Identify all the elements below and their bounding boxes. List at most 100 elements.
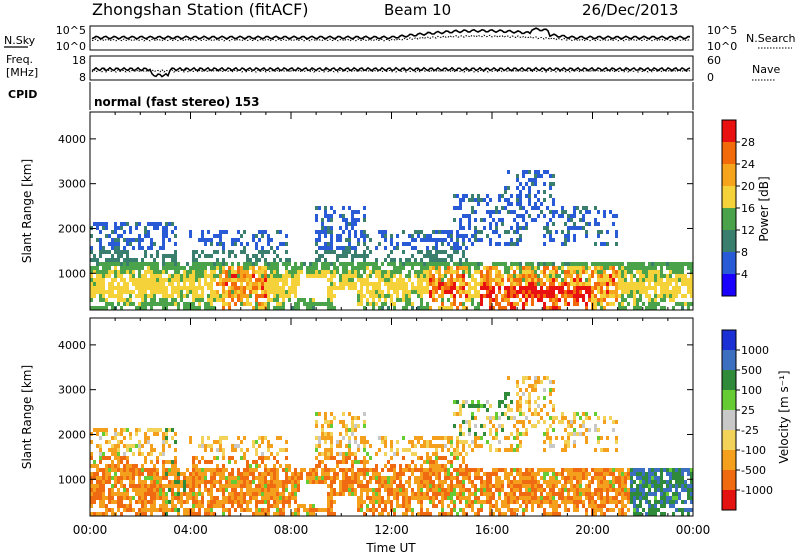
power-cell <box>372 270 375 274</box>
power-cell <box>114 274 117 278</box>
velocity-cell <box>399 504 402 508</box>
velocity-cell <box>198 468 201 472</box>
velocity-cell <box>165 436 168 440</box>
velocity-cell <box>489 492 492 496</box>
power-cell <box>654 298 657 302</box>
power-cell <box>564 262 567 266</box>
velocity-cell <box>627 492 630 496</box>
velocity-cell <box>240 440 243 444</box>
power-cell <box>231 282 234 286</box>
power-cell <box>243 278 246 282</box>
power-cell <box>351 246 354 250</box>
velocity-cell <box>570 476 573 480</box>
power-cell <box>432 262 435 266</box>
power-cell <box>159 270 162 274</box>
velocity-cell <box>165 484 168 488</box>
velocity-cell <box>342 476 345 480</box>
velocity-cell <box>594 504 597 508</box>
velocity-cell <box>456 472 459 476</box>
velocity-cell <box>186 496 189 500</box>
power-cell <box>366 266 369 270</box>
power-cell <box>96 290 99 294</box>
velocity-cell <box>612 484 615 488</box>
power-cell <box>186 262 189 266</box>
colorbar-swatch <box>722 274 736 296</box>
power-cell <box>150 302 153 306</box>
power-cell <box>363 270 366 274</box>
power-cell <box>435 278 438 282</box>
power-cell <box>258 274 261 278</box>
velocity-cell <box>441 464 444 468</box>
velocity-cell <box>651 476 654 480</box>
velocity-cell <box>96 432 99 436</box>
power-cell <box>141 278 144 282</box>
power-cell <box>534 182 537 186</box>
velocity-cell <box>531 468 534 472</box>
cpid-panel: CPID normal (fast stereo) 153 <box>8 82 694 110</box>
power-cell <box>351 214 354 218</box>
velocity-cell <box>399 468 402 472</box>
power-cell <box>153 226 156 230</box>
velocity-cell <box>252 460 255 464</box>
power-cell <box>141 286 144 290</box>
power-cell <box>444 238 447 242</box>
power-cell <box>351 218 354 222</box>
power-cell <box>615 294 618 298</box>
power-cell <box>474 270 477 274</box>
power-cell <box>588 274 591 278</box>
power-cell <box>285 266 288 270</box>
power-cell <box>120 294 123 298</box>
velocity-cell <box>366 484 369 488</box>
velocity-cell <box>459 408 462 412</box>
power-cell <box>114 286 117 290</box>
power-cell <box>459 282 462 286</box>
velocity-cell <box>231 456 234 460</box>
power-cell <box>606 278 609 282</box>
velocity-cell <box>99 512 102 516</box>
velocity-cell <box>504 392 507 396</box>
power-cell <box>180 290 183 294</box>
power-cell <box>321 218 324 222</box>
power-cell <box>405 242 408 246</box>
power-cell <box>192 250 195 254</box>
power-cell <box>528 202 531 206</box>
velocity-cell <box>375 496 378 500</box>
freq-label-line2: [MHz] <box>6 66 38 79</box>
velocity-cell <box>522 484 525 488</box>
velocity-cell <box>360 484 363 488</box>
power-cell <box>252 290 255 294</box>
velocity-cell <box>450 508 453 512</box>
velocity-cell <box>432 492 435 496</box>
velocity-cell <box>246 472 249 476</box>
power-cell <box>270 278 273 282</box>
power-cell <box>141 298 144 302</box>
velocity-cell <box>447 496 450 500</box>
power-cell <box>537 214 540 218</box>
power-cell <box>210 302 213 306</box>
velocity-cell <box>330 512 333 516</box>
velocity-cell <box>348 488 351 492</box>
power-cell <box>105 270 108 274</box>
velocity-cell <box>393 464 396 468</box>
velocity-cell <box>582 488 585 492</box>
power-cell <box>249 294 252 298</box>
velocity-cell <box>351 488 354 492</box>
power-cell <box>411 286 414 290</box>
velocity-cell <box>627 488 630 492</box>
velocity-cell <box>114 432 117 436</box>
velocity-cell <box>363 456 366 460</box>
power-cell <box>597 278 600 282</box>
velocity-cell <box>522 476 525 480</box>
velocity-cell <box>150 468 153 472</box>
power-cell <box>189 266 192 270</box>
velocity-cell <box>528 492 531 496</box>
velocity-cell <box>528 484 531 488</box>
velocity-cell <box>543 440 546 444</box>
velocity-cell <box>210 472 213 476</box>
power-cell <box>300 270 303 274</box>
power-cell <box>609 282 612 286</box>
velocity-cell <box>639 488 642 492</box>
velocity-cell <box>372 476 375 480</box>
velocity-cell <box>126 508 129 512</box>
power-cell <box>687 306 690 310</box>
